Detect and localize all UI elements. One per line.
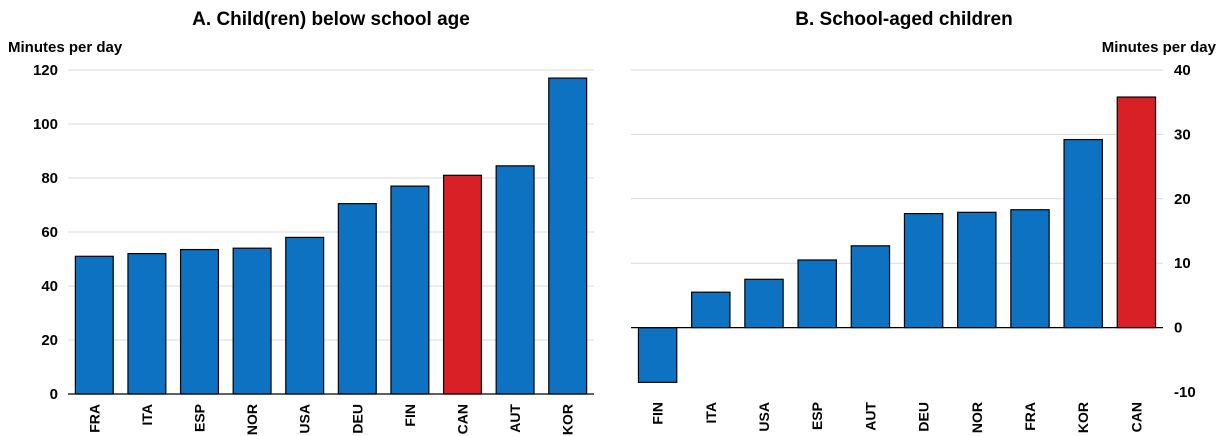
panel-b: B. School-aged children Minutes per day … [631,9,1217,433]
y-tick-label: 40 [41,278,58,295]
bar-usa [744,278,784,329]
panel-b-x-ticks: FIN ITA USA ESP AUT DEU NOR FRA KOR CAN [650,402,1145,434]
x-tick-label: ITA [139,404,155,426]
x-tick-label: FIN [402,404,418,427]
x-tick-label: AUT [507,404,523,433]
bar-deu [903,213,944,329]
x-tick-label: KOR [1075,402,1091,433]
x-tick-label: ESP [809,402,825,430]
x-tick-label: FRA [86,404,102,433]
panel-a-x-ticks: FRA ITA ESP NOR USA DEU FIN CAN AUT KOR [86,404,575,436]
bar-nor [232,247,272,395]
y-tick-label: 10 [1174,255,1191,272]
bar-kor [1063,138,1103,329]
x-tick-label: USA [756,402,772,432]
y-tick-label: 0 [50,386,58,403]
bar-aut [495,165,535,395]
bar-usa [285,236,325,395]
x-tick-label: KOR [560,404,576,435]
x-tick-label: ESP [192,404,208,432]
y-tick-label: 100 [33,116,58,133]
bar-fra [1010,209,1050,329]
panel-a-bars [68,77,594,395]
bar-fin [390,185,430,395]
x-tick-label: USA [297,404,313,434]
bar-nor [957,211,997,329]
panel-b-bars [631,96,1163,383]
x-tick-label: CAN [455,404,471,434]
bar-fin [637,327,678,383]
y-tick-label: -10 [1174,384,1196,401]
y-tick-label: 20 [1174,191,1191,208]
bar-can [1116,96,1157,329]
x-tick-label: CAN [1128,402,1144,432]
x-tick-label: DEU [916,402,932,432]
bar-deu [337,203,377,395]
bar-aut [850,245,891,329]
x-tick-label: FRA [1022,402,1038,431]
y-tick-label: 0 [1174,320,1182,337]
panel-a-y-axis-label: Minutes per day [8,39,123,56]
panel-a-y-ticks: 0 20 40 60 80 100 120 [33,62,58,403]
y-tick-label: 60 [41,224,58,241]
y-tick-label: 80 [41,170,58,187]
bar-ita [691,291,731,329]
bar-ita [127,253,167,395]
x-tick-label: DEU [349,404,365,434]
x-tick-label: ITA [703,402,719,424]
bar-can [442,174,483,395]
x-tick-label: FIN [650,402,666,425]
bar-fra [74,255,114,395]
x-tick-label: NOR [244,404,260,435]
bar-esp [179,248,220,395]
y-tick-label: 30 [1174,126,1191,143]
panel-b-title: B. School-aged children [795,9,1012,30]
panel-b-y-ticks: -10 0 10 20 30 40 [1174,62,1196,401]
bar-esp [797,259,837,329]
y-tick-label: 20 [41,332,58,349]
y-tick-label: 120 [33,62,58,79]
bar-kor [548,77,588,395]
panel-a: A. Child(ren) below school age Minutes p… [8,9,594,435]
x-tick-label: NOR [969,402,985,433]
x-tick-label: AUT [862,402,878,431]
panel-a-title: A. Child(ren) below school age [192,9,470,30]
panel-b-y-axis-label: Minutes per day [1102,39,1217,56]
y-tick-label: 40 [1174,62,1191,79]
